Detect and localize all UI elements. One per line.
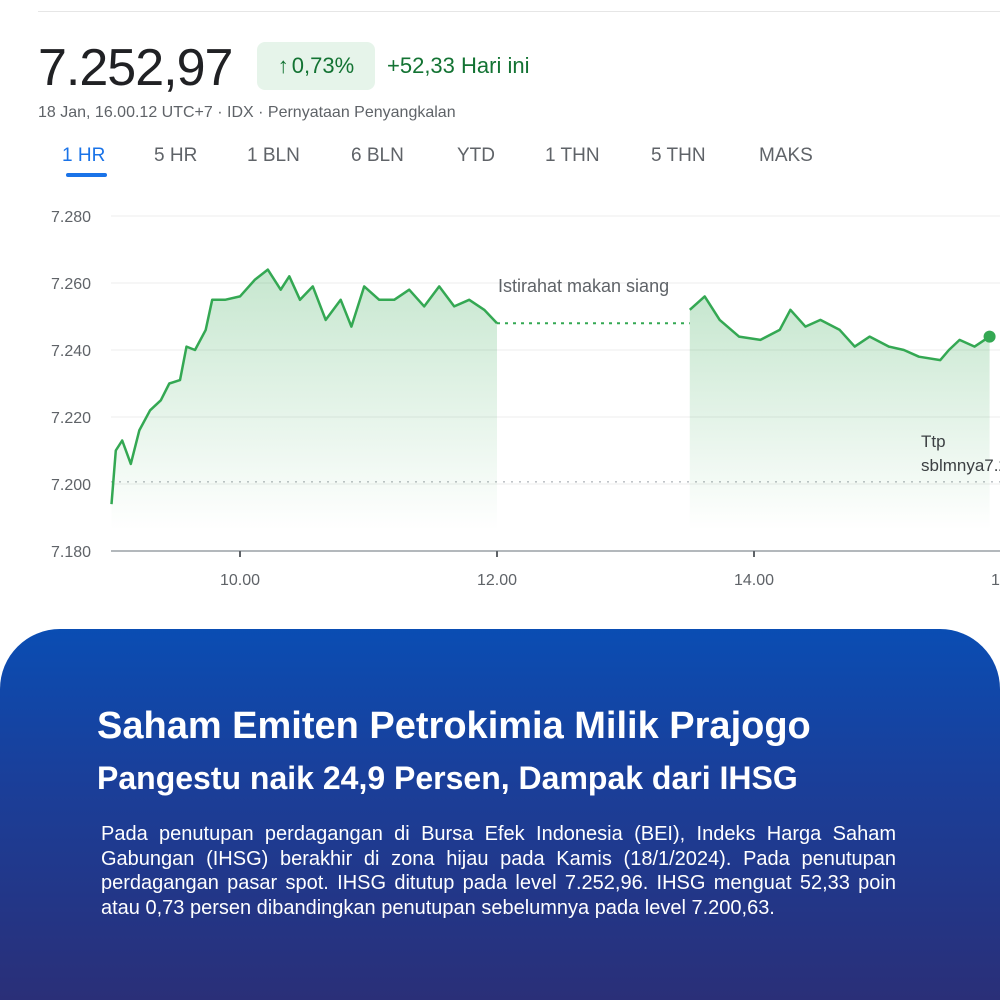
divider bbox=[38, 11, 1000, 12]
tab-1-bln[interactable]: 1 BLN bbox=[247, 145, 300, 166]
current-price-dot bbox=[983, 330, 996, 343]
y-tick-label: 7.240 bbox=[51, 343, 91, 360]
tab-5-hr[interactable]: 5 HR bbox=[154, 145, 198, 166]
series-line-afternoon bbox=[688, 295, 991, 362]
lunch-break-annotation: Istirahat makan siang bbox=[498, 276, 669, 296]
x-tick-label: 10.00 bbox=[220, 572, 260, 589]
series-area bbox=[111, 269, 497, 530]
y-tick-label: 7.220 bbox=[51, 410, 91, 427]
article-body: Pada penutupan perdagangan di Bursa Efek… bbox=[101, 823, 896, 919]
x-tick-label: 16.00 bbox=[991, 572, 1000, 589]
previous-close-label: Ttp bbox=[921, 432, 946, 451]
quote-meta: 18 Jan, 16.00.12 UTC+7 · IDX · Pernyataa… bbox=[38, 104, 456, 121]
change-percent-badge: ↑ 0,73% bbox=[257, 42, 375, 90]
series-line-morning bbox=[110, 268, 498, 505]
tab-ytd[interactable]: YTD bbox=[457, 145, 495, 166]
previous-close-label: sblmnya7.200,63 bbox=[921, 456, 1000, 475]
tab-6-bln[interactable]: 6 BLN bbox=[351, 145, 404, 166]
x-tick-label: 14.00 bbox=[734, 572, 774, 589]
arrow-up-icon: ↑ bbox=[277, 53, 289, 78]
change-percent: 0,73% bbox=[291, 53, 355, 78]
tab-maks[interactable]: MAKS bbox=[759, 145, 813, 166]
article-title-line2: Pangestu naik 24,9 Persen, Dampak dari I… bbox=[97, 760, 798, 796]
price-chart: 7.280 7.260 7.240 7.220 7.200 7.180 10.00 12.00… bbox=[51, 209, 1000, 589]
change-absolute: +52,33 Hari ini bbox=[387, 53, 530, 78]
article-banner bbox=[0, 629, 1000, 1000]
tab-1-thn[interactable]: 1 THN bbox=[545, 145, 600, 166]
y-tick-label: 7.280 bbox=[51, 209, 91, 226]
tab-1-hr[interactable]: 1 HR bbox=[62, 145, 108, 177]
index-price: 7.252,97 bbox=[38, 39, 233, 97]
y-tick-label: 7.260 bbox=[51, 276, 91, 293]
y-tick-label: 7.200 bbox=[51, 477, 91, 494]
y-tick-label: 7.180 bbox=[51, 544, 91, 561]
tab-5-thn[interactable]: 5 THN bbox=[651, 145, 706, 166]
x-tick-label: 12.00 bbox=[477, 572, 517, 589]
article-title-line1: Saham Emiten Petrokimia Milik Prajogo bbox=[97, 705, 811, 747]
